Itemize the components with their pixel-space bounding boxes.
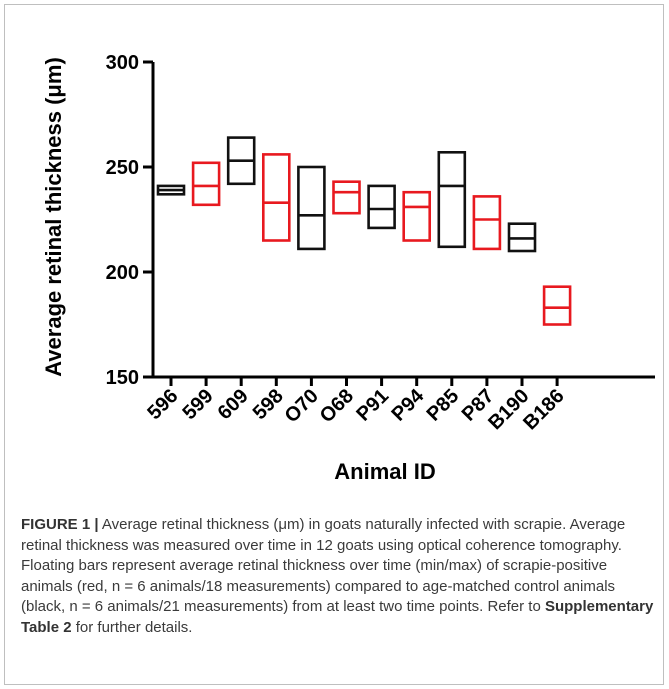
x-tick-label: B186 — [519, 385, 568, 434]
x-tick-label: 598 — [249, 385, 288, 424]
x-tick-label: 596 — [143, 385, 182, 424]
x-tick-label: 599 — [178, 385, 217, 424]
x-tick-label: O68 — [316, 385, 358, 427]
chart-axes: 150 200 250 300 — [106, 52, 655, 389]
x-tick-label: P91 — [352, 385, 393, 426]
y-tick-label: 250 — [106, 157, 139, 179]
y-tick-label: 150 — [106, 367, 139, 389]
y-axis-title: Average retinal thickness (μm) — [41, 57, 66, 377]
x-tick-label: 609 — [214, 385, 253, 424]
y-tick-label: 200 — [106, 262, 139, 284]
floating-bar-P94 — [402, 190, 432, 242]
floating-bar-O70 — [297, 165, 326, 251]
caption-ref: Supplementary Table 2 — [21, 598, 654, 636]
floating-bar-P87 — [472, 195, 502, 251]
caption-tail: for further details. — [71, 618, 193, 636]
floating-bar-P91 — [367, 184, 396, 230]
floating-bar-598 — [261, 153, 291, 242]
x-tick-label: O70 — [281, 385, 323, 427]
floating-bar-O68 — [332, 180, 361, 215]
figure-frame: 150 200 250 300 596 599 609 598 O70 O68 P91 P94 P85… — [4, 4, 664, 685]
y-tick-label: 300 — [106, 52, 139, 74]
floating-bar-chart: 150 200 250 300 596599609598O70O68P91P94P85… — [41, 52, 655, 484]
x-tick-label: P94 — [388, 384, 429, 425]
chart-bars — [156, 136, 572, 326]
x-axis-title: Animal ID — [334, 459, 435, 484]
floating-bar-P85 — [437, 151, 467, 249]
floating-bar-599 — [191, 161, 221, 207]
x-tick-label: P85 — [423, 385, 464, 426]
figure-caption: FIGURE 1 | Average retinal thickness (μm… — [21, 515, 657, 639]
floating-bar-B186 — [542, 285, 572, 326]
caption-text: Average retinal thickness (μm) in goats … — [21, 516, 626, 616]
caption-label: FIGURE 1 | — [21, 516, 99, 533]
